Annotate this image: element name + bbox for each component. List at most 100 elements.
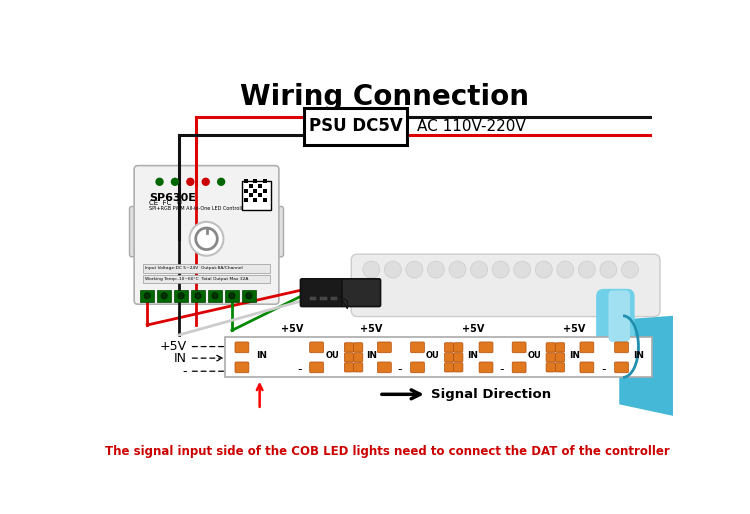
Text: SPI+RGB PWM All-in-One LED Controller: SPI+RGB PWM All-in-One LED Controller xyxy=(148,207,247,211)
Text: AC 110V-220V: AC 110V-220V xyxy=(417,119,526,134)
FancyBboxPatch shape xyxy=(410,342,424,353)
Circle shape xyxy=(161,292,167,299)
Circle shape xyxy=(187,178,194,185)
FancyBboxPatch shape xyxy=(310,342,323,353)
Circle shape xyxy=(600,261,617,278)
FancyBboxPatch shape xyxy=(304,108,407,145)
Circle shape xyxy=(363,261,380,278)
FancyBboxPatch shape xyxy=(174,289,188,302)
FancyBboxPatch shape xyxy=(191,289,205,302)
FancyBboxPatch shape xyxy=(244,179,248,183)
Text: IN: IN xyxy=(173,352,187,364)
FancyBboxPatch shape xyxy=(249,184,253,188)
Circle shape xyxy=(427,261,445,278)
Text: IN: IN xyxy=(256,352,267,360)
Circle shape xyxy=(246,292,252,299)
FancyBboxPatch shape xyxy=(130,207,143,257)
FancyBboxPatch shape xyxy=(310,297,316,300)
Text: -: - xyxy=(398,363,402,376)
FancyBboxPatch shape xyxy=(512,362,526,373)
Circle shape xyxy=(202,178,209,185)
FancyBboxPatch shape xyxy=(242,181,272,210)
Text: Signal Direction: Signal Direction xyxy=(430,388,550,401)
FancyBboxPatch shape xyxy=(344,353,353,362)
FancyBboxPatch shape xyxy=(140,289,154,302)
FancyBboxPatch shape xyxy=(225,289,238,302)
FancyBboxPatch shape xyxy=(310,362,323,373)
Circle shape xyxy=(622,261,638,278)
Circle shape xyxy=(156,178,163,185)
Text: OU: OU xyxy=(326,352,340,360)
FancyBboxPatch shape xyxy=(454,343,463,352)
Text: Wiring Connection: Wiring Connection xyxy=(240,83,529,111)
FancyBboxPatch shape xyxy=(320,297,327,300)
FancyBboxPatch shape xyxy=(262,189,266,193)
Circle shape xyxy=(144,292,150,299)
Polygon shape xyxy=(340,296,347,309)
Text: -: - xyxy=(602,363,606,376)
Text: -: - xyxy=(182,365,187,378)
Circle shape xyxy=(514,261,531,278)
Circle shape xyxy=(536,261,552,278)
FancyBboxPatch shape xyxy=(142,275,271,283)
FancyBboxPatch shape xyxy=(353,363,363,372)
FancyBboxPatch shape xyxy=(555,353,565,362)
Text: IN: IN xyxy=(366,352,376,360)
Text: PSU DC5V: PSU DC5V xyxy=(309,117,402,135)
FancyBboxPatch shape xyxy=(242,289,256,302)
FancyBboxPatch shape xyxy=(301,279,344,306)
FancyBboxPatch shape xyxy=(244,198,248,202)
FancyBboxPatch shape xyxy=(353,343,363,352)
FancyBboxPatch shape xyxy=(445,363,454,372)
Text: Working Temp:-10~60°C  Total Output Max 32A: Working Temp:-10~60°C Total Output Max 3… xyxy=(145,277,248,281)
Text: +5V: +5V xyxy=(563,324,586,334)
FancyBboxPatch shape xyxy=(580,342,594,353)
FancyBboxPatch shape xyxy=(546,353,555,362)
Text: -: - xyxy=(298,363,302,376)
FancyBboxPatch shape xyxy=(454,353,463,362)
FancyBboxPatch shape xyxy=(546,363,555,372)
FancyBboxPatch shape xyxy=(596,289,634,354)
Text: IN: IN xyxy=(633,352,644,360)
FancyBboxPatch shape xyxy=(351,254,660,317)
FancyBboxPatch shape xyxy=(580,362,594,373)
Text: Input Voltage:DC 5~24V  Output:8A/Channel: Input Voltage:DC 5~24V Output:8A/Channel xyxy=(145,266,243,270)
Circle shape xyxy=(492,261,509,278)
Text: IN: IN xyxy=(467,352,478,360)
FancyBboxPatch shape xyxy=(270,207,284,257)
Circle shape xyxy=(190,222,224,256)
Circle shape xyxy=(556,261,574,278)
Polygon shape xyxy=(620,316,674,416)
FancyBboxPatch shape xyxy=(258,184,262,188)
FancyBboxPatch shape xyxy=(235,362,249,373)
FancyBboxPatch shape xyxy=(258,193,262,197)
FancyBboxPatch shape xyxy=(142,264,271,272)
FancyBboxPatch shape xyxy=(244,189,248,193)
FancyBboxPatch shape xyxy=(344,363,353,372)
Circle shape xyxy=(229,292,235,299)
FancyBboxPatch shape xyxy=(546,343,555,352)
FancyBboxPatch shape xyxy=(353,353,363,362)
Text: SP630E: SP630E xyxy=(148,193,196,203)
FancyBboxPatch shape xyxy=(254,189,257,193)
Circle shape xyxy=(470,261,488,278)
Circle shape xyxy=(217,178,224,185)
FancyBboxPatch shape xyxy=(377,342,392,353)
FancyBboxPatch shape xyxy=(445,353,454,362)
FancyBboxPatch shape xyxy=(608,290,630,342)
FancyBboxPatch shape xyxy=(262,179,266,183)
Circle shape xyxy=(195,292,201,299)
Text: -: - xyxy=(500,363,504,376)
FancyBboxPatch shape xyxy=(614,342,628,353)
Circle shape xyxy=(178,292,184,299)
FancyBboxPatch shape xyxy=(262,198,266,202)
FancyBboxPatch shape xyxy=(225,337,652,377)
FancyBboxPatch shape xyxy=(555,363,565,372)
FancyBboxPatch shape xyxy=(342,279,380,306)
Text: The signal input side of the COB LED lights need to connect the DAT of the contr: The signal input side of the COB LED lig… xyxy=(105,445,670,458)
Text: +5V: +5V xyxy=(280,324,303,334)
FancyBboxPatch shape xyxy=(158,289,171,302)
FancyBboxPatch shape xyxy=(344,343,353,352)
Text: +5V: +5V xyxy=(159,340,187,353)
Text: CE  FC  ©: CE FC © xyxy=(148,200,183,206)
